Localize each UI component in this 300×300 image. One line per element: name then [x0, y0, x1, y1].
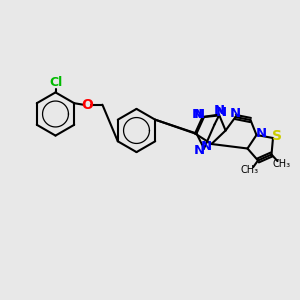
Text: N: N — [230, 106, 241, 120]
Text: CH₃: CH₃ — [241, 165, 259, 175]
Text: N: N — [255, 127, 267, 140]
Text: N: N — [194, 144, 205, 157]
Text: O: O — [81, 98, 93, 112]
Text: N: N — [215, 106, 227, 119]
Text: N: N — [194, 108, 205, 122]
Text: N: N — [214, 104, 225, 118]
Text: CH₃: CH₃ — [272, 159, 290, 169]
Text: Cl: Cl — [49, 76, 62, 89]
Text: N: N — [192, 108, 203, 122]
Text: S: S — [272, 130, 282, 143]
Text: N: N — [201, 140, 212, 153]
